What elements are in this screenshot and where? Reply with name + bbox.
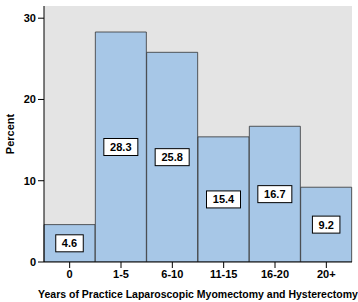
svg-text:Percent: Percent [8, 113, 16, 154]
svg-text:16.7: 16.7 [264, 188, 285, 200]
svg-text:4.6: 4.6 [62, 237, 77, 249]
svg-text:28.3: 28.3 [110, 141, 131, 153]
svg-text:Years of Practice Laparoscopic: Years of Practice Laparoscopic Myomectom… [38, 288, 350, 300]
svg-text:11-15: 11-15 [210, 268, 238, 280]
svg-text:20: 20 [24, 93, 36, 105]
svg-text:16-20: 16-20 [261, 268, 289, 280]
svg-text:6-10: 6-10 [161, 268, 183, 280]
svg-text:20+: 20+ [317, 268, 336, 280]
svg-text:0: 0 [30, 256, 36, 268]
svg-text:30: 30 [24, 12, 36, 24]
svg-text:0: 0 [67, 268, 73, 280]
svg-text:1-5: 1-5 [113, 268, 129, 280]
svg-text:25.8: 25.8 [161, 151, 182, 163]
svg-text:15.4: 15.4 [213, 193, 235, 205]
svg-text:9.2: 9.2 [319, 219, 334, 231]
svg-text:10: 10 [24, 175, 36, 187]
